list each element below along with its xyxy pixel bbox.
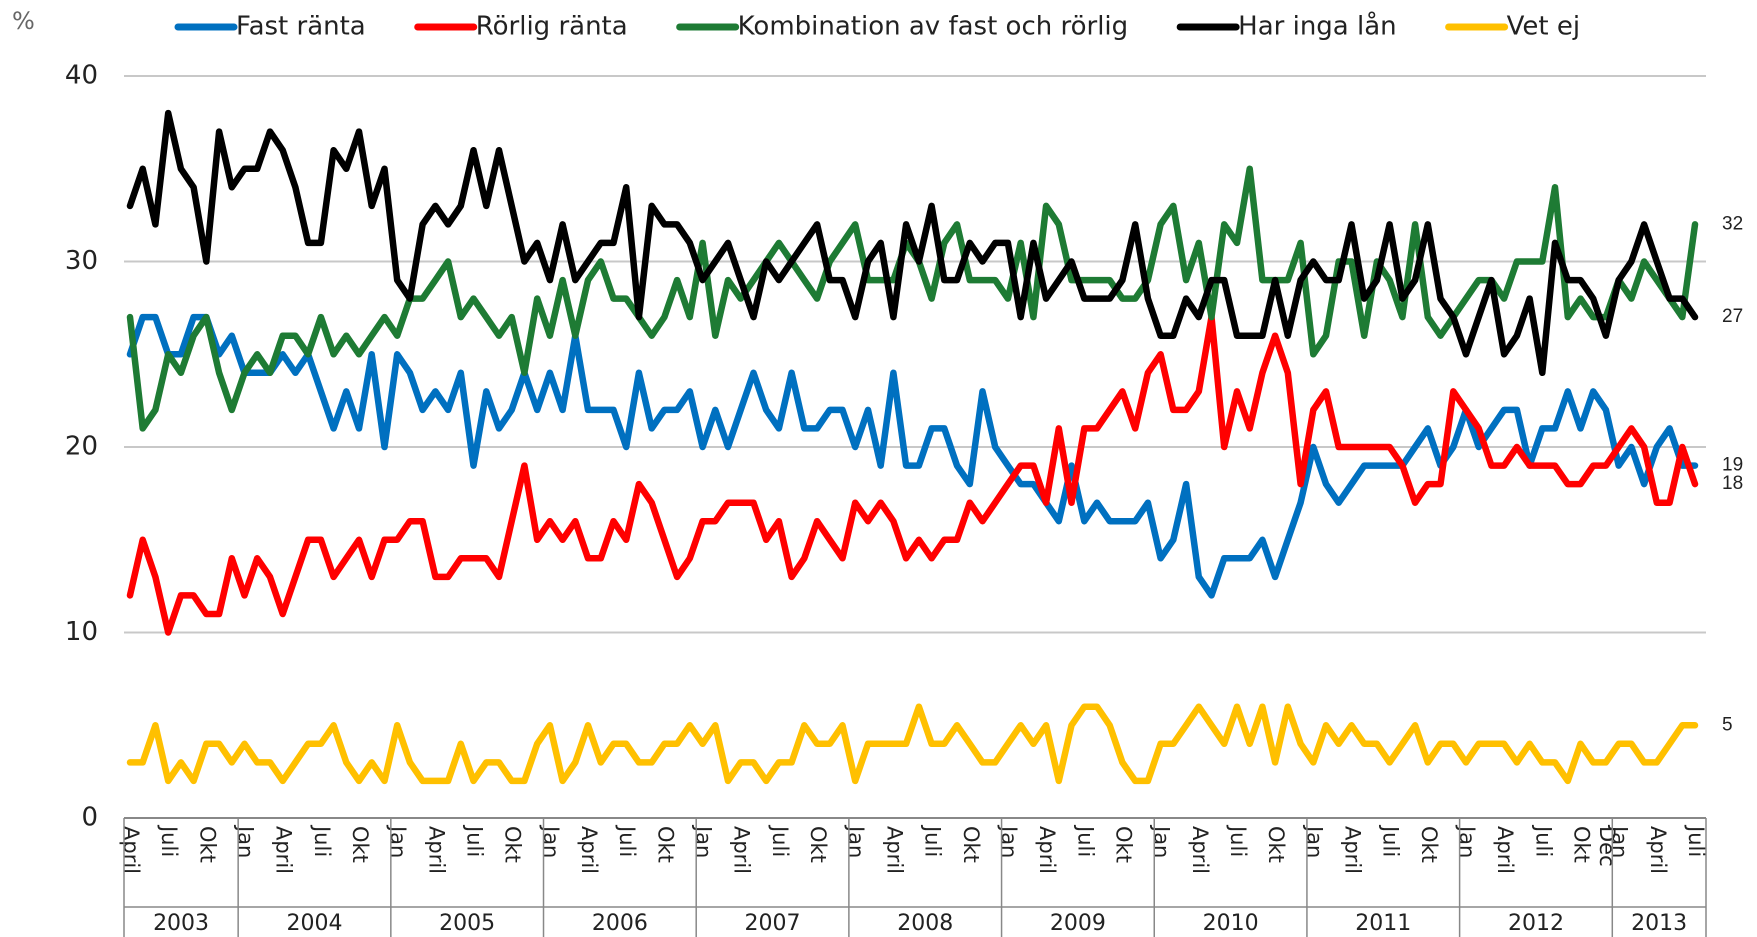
year-label: 2005 bbox=[439, 911, 495, 936]
legend-label: Vet ej bbox=[1507, 12, 1580, 42]
x-tick-label: Okt bbox=[348, 826, 372, 863]
x-tick-label: April bbox=[424, 826, 448, 874]
legend-label: Fast ränta bbox=[236, 12, 366, 42]
x-tick-label: Okt bbox=[1264, 826, 1288, 863]
x-tick-label: Jan bbox=[692, 824, 716, 858]
series-line bbox=[126, 313, 1699, 599]
end-value-label: 5 bbox=[1722, 714, 1733, 735]
x-tick-label: Okt bbox=[1111, 826, 1135, 863]
x-tick-label: Okt bbox=[1569, 826, 1593, 863]
x-tick-label: April bbox=[1188, 826, 1212, 874]
year-label: 2009 bbox=[1050, 911, 1106, 936]
end-value-label: 27 bbox=[1722, 306, 1743, 327]
y-tick-label: 30 bbox=[65, 246, 98, 276]
end-value-label: 19 bbox=[1722, 455, 1743, 476]
year-label: 2010 bbox=[1203, 911, 1259, 936]
x-tick-label: Jan bbox=[1608, 824, 1632, 858]
x-tick-label: Jan bbox=[539, 824, 563, 858]
x-tick-label: Juli bbox=[921, 824, 945, 857]
x-tick-label: April bbox=[730, 826, 754, 874]
y-axis-unit: % bbox=[12, 7, 35, 35]
series-line bbox=[126, 109, 1699, 377]
year-label: 2012 bbox=[1508, 911, 1564, 936]
x-tick-label: Juli bbox=[1684, 824, 1708, 857]
x-tick-label: Jan bbox=[386, 824, 410, 858]
year-label: 2008 bbox=[897, 911, 953, 936]
year-label: 2004 bbox=[286, 911, 342, 936]
x-tick-label: Juli bbox=[1073, 824, 1097, 857]
x-tick-label: Okt bbox=[959, 826, 983, 863]
x-tick-label: April bbox=[1493, 826, 1517, 874]
x-tick-label: Jan bbox=[844, 824, 868, 858]
legend-label: Kombination av fast och rörlig bbox=[738, 12, 1128, 42]
x-tick-label: Jan bbox=[1455, 824, 1479, 858]
end-value-label: 18 bbox=[1722, 473, 1743, 494]
year-label: 2013 bbox=[1631, 911, 1687, 936]
legend-label: Rörlig ränta bbox=[476, 12, 628, 42]
x-tick-label: Jan bbox=[234, 824, 258, 858]
year-label: 2007 bbox=[745, 911, 801, 936]
x-tick-label: April bbox=[577, 826, 601, 874]
legend-label: Har inga lån bbox=[1238, 11, 1396, 42]
y-tick-label: 20 bbox=[65, 432, 98, 462]
x-tick-label: April bbox=[119, 826, 143, 874]
x-tick-label: Juli bbox=[615, 824, 639, 857]
x-tick-label: Juli bbox=[157, 824, 181, 857]
year-label: 2011 bbox=[1355, 911, 1411, 936]
x-tick-label: Jan bbox=[997, 824, 1021, 858]
x-tick-label: Jan bbox=[1150, 824, 1174, 858]
x-tick-label: Juli bbox=[1226, 824, 1250, 857]
x-tick-label: Juli bbox=[768, 824, 792, 857]
x-tick-label: Juli bbox=[1531, 824, 1555, 857]
series-line bbox=[126, 313, 1699, 636]
x-tick-label: Okt bbox=[1417, 826, 1441, 863]
x-tick-label: April bbox=[882, 826, 906, 874]
x-tick-label: Juli bbox=[463, 824, 487, 857]
x-tick-label: Juli bbox=[1379, 824, 1403, 857]
x-tick-label: Okt bbox=[501, 826, 525, 863]
year-label: 2006 bbox=[592, 911, 648, 936]
x-tick-label: Jan bbox=[1302, 824, 1326, 858]
y-tick-label: 0 bbox=[81, 803, 98, 833]
x-tick-label: Okt bbox=[806, 826, 830, 863]
x-tick-label: April bbox=[1646, 826, 1670, 874]
x-tick-label: Okt bbox=[653, 826, 677, 863]
x-tick-label: April bbox=[1340, 826, 1364, 874]
year-label: 2003 bbox=[153, 911, 209, 936]
x-tick-label: April bbox=[272, 826, 296, 874]
y-tick-label: 40 bbox=[65, 61, 98, 91]
x-tick-label: Juli bbox=[310, 824, 334, 857]
end-value-label: 32 bbox=[1722, 213, 1743, 234]
x-tick-label: April bbox=[1035, 826, 1059, 874]
x-tick-label: Okt bbox=[195, 826, 219, 863]
x-tick-label: Dec bbox=[1595, 826, 1619, 867]
y-tick-label: 10 bbox=[65, 617, 98, 647]
series-line bbox=[126, 703, 1699, 785]
